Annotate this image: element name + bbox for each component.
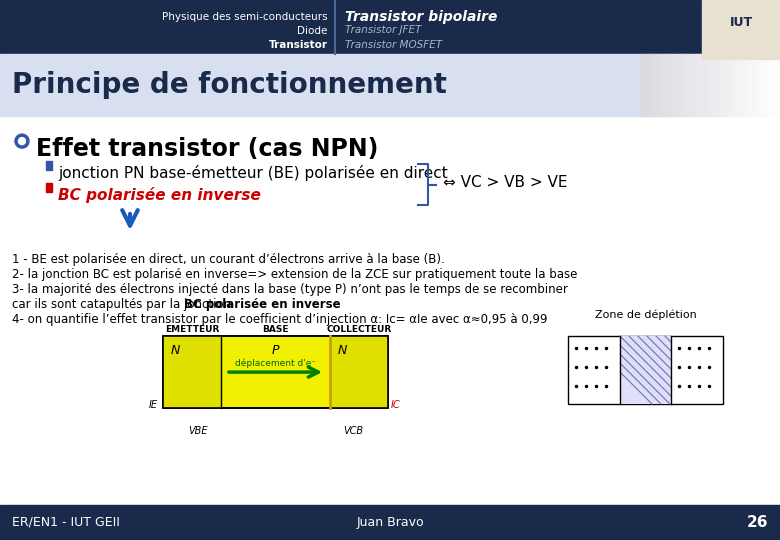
Bar <box>685 54 688 116</box>
Bar <box>769 54 772 116</box>
Bar <box>693 54 697 116</box>
Text: BC polarisée en inverse: BC polarisée en inverse <box>184 298 340 311</box>
Bar <box>735 54 739 116</box>
Text: déplacement d'e⁻: déplacement d'e⁻ <box>235 359 316 368</box>
Bar <box>749 54 753 116</box>
Text: EMETTEUR: EMETTEUR <box>165 325 219 334</box>
Text: VCB: VCB <box>343 426 363 436</box>
Bar <box>732 54 736 116</box>
Bar <box>673 54 677 116</box>
Bar <box>752 54 756 116</box>
Bar <box>713 54 716 116</box>
Bar <box>163 336 388 408</box>
Bar <box>710 54 714 116</box>
Text: ⇔ VC > VB > VE: ⇔ VC > VB > VE <box>443 175 568 190</box>
Bar <box>738 54 742 116</box>
Text: N: N <box>338 344 347 357</box>
Bar <box>766 54 770 116</box>
Text: Zone de déplétion: Zone de déplétion <box>594 309 697 320</box>
Text: COLLECTEUR: COLLECTEUR <box>326 325 392 334</box>
Bar <box>0 505 780 540</box>
Bar <box>659 54 663 116</box>
Bar <box>707 54 711 116</box>
Text: Transistor: Transistor <box>268 40 328 50</box>
Bar <box>163 336 388 408</box>
Bar <box>657 54 660 116</box>
Bar <box>665 54 668 116</box>
Bar <box>721 54 725 116</box>
Text: Transistor bipolaire: Transistor bipolaire <box>346 10 498 24</box>
Text: IC: IC <box>391 400 401 410</box>
Bar <box>741 54 744 116</box>
Bar <box>701 54 705 116</box>
Text: N: N <box>171 344 180 357</box>
Bar <box>775 54 778 116</box>
Bar <box>651 54 654 116</box>
Text: IUT: IUT <box>729 16 753 29</box>
Bar <box>676 54 680 116</box>
Bar <box>46 161 52 170</box>
Text: BC polarisée en inverse: BC polarisée en inverse <box>58 187 261 203</box>
Bar <box>755 54 758 116</box>
Bar <box>640 54 643 116</box>
Bar <box>163 336 221 408</box>
Text: VBE: VBE <box>188 426 207 436</box>
Bar <box>760 54 764 116</box>
Bar <box>718 54 722 116</box>
Bar <box>679 54 682 116</box>
Text: ER/EN1 - IUT GEII: ER/EN1 - IUT GEII <box>12 516 120 529</box>
Bar <box>662 54 666 116</box>
Text: BASE: BASE <box>262 325 289 334</box>
Bar <box>702 0 780 59</box>
Bar <box>668 54 672 116</box>
Bar <box>330 336 388 408</box>
Text: Physique des semi-conducteurs: Physique des semi-conducteurs <box>161 12 328 22</box>
Bar <box>682 54 686 116</box>
Bar <box>690 54 694 116</box>
Circle shape <box>15 134 29 148</box>
Text: Transistor JFET: Transistor JFET <box>346 25 422 35</box>
Bar <box>746 54 750 116</box>
Bar <box>648 54 652 116</box>
Bar <box>743 54 747 116</box>
Bar <box>704 54 708 116</box>
Text: jonction PN base-émetteur (BE) polarisée en direct: jonction PN base-émetteur (BE) polarisée… <box>58 165 448 181</box>
Text: P: P <box>271 344 279 357</box>
Bar <box>568 336 723 404</box>
Text: Juan Bravo: Juan Bravo <box>356 516 424 529</box>
Bar <box>687 54 691 116</box>
Bar <box>46 183 52 192</box>
Bar <box>724 54 728 116</box>
Bar <box>727 54 730 116</box>
Bar <box>0 54 640 116</box>
Bar <box>757 54 761 116</box>
Bar <box>696 54 700 116</box>
Text: Principe de fonctionnement: Principe de fonctionnement <box>12 71 447 99</box>
Bar <box>729 54 733 116</box>
Text: 4- on quantifie l’effet transistor par le coefficient d’injection α: Ic= αIe ave: 4- on quantifie l’effet transistor par l… <box>12 313 548 326</box>
Bar <box>671 54 674 116</box>
Bar <box>699 54 702 116</box>
Bar <box>645 54 649 116</box>
Text: Diode: Diode <box>297 26 328 36</box>
Text: 1 - BE est polarisée en direct, un courant d’électrons arrive à la base (B).: 1 - BE est polarisée en direct, un coura… <box>12 253 445 266</box>
Text: car ils sont catapultés par la jonction: car ils sont catapultés par la jonction <box>12 298 235 311</box>
Bar <box>620 336 671 404</box>
Circle shape <box>19 138 26 145</box>
Bar <box>771 54 775 116</box>
Bar <box>763 54 767 116</box>
Text: Effet transistor (cas NPN): Effet transistor (cas NPN) <box>36 137 378 161</box>
Text: 2- la jonction BC est polarisé en inverse=> extension de la ZCE sur pratiquement: 2- la jonction BC est polarisé en invers… <box>12 268 577 281</box>
Text: 26: 26 <box>746 515 768 530</box>
Bar <box>0 0 780 54</box>
Text: 3- la majorité des électrons injecté dans la base (type P) n’ont pas le temps de: 3- la majorité des électrons injecté dan… <box>12 283 568 296</box>
Bar <box>777 54 780 116</box>
Bar <box>643 54 646 116</box>
Bar <box>715 54 719 116</box>
Text: IE: IE <box>149 400 158 410</box>
Bar <box>654 54 658 116</box>
Text: Transistor MOSFET: Transistor MOSFET <box>346 40 442 50</box>
